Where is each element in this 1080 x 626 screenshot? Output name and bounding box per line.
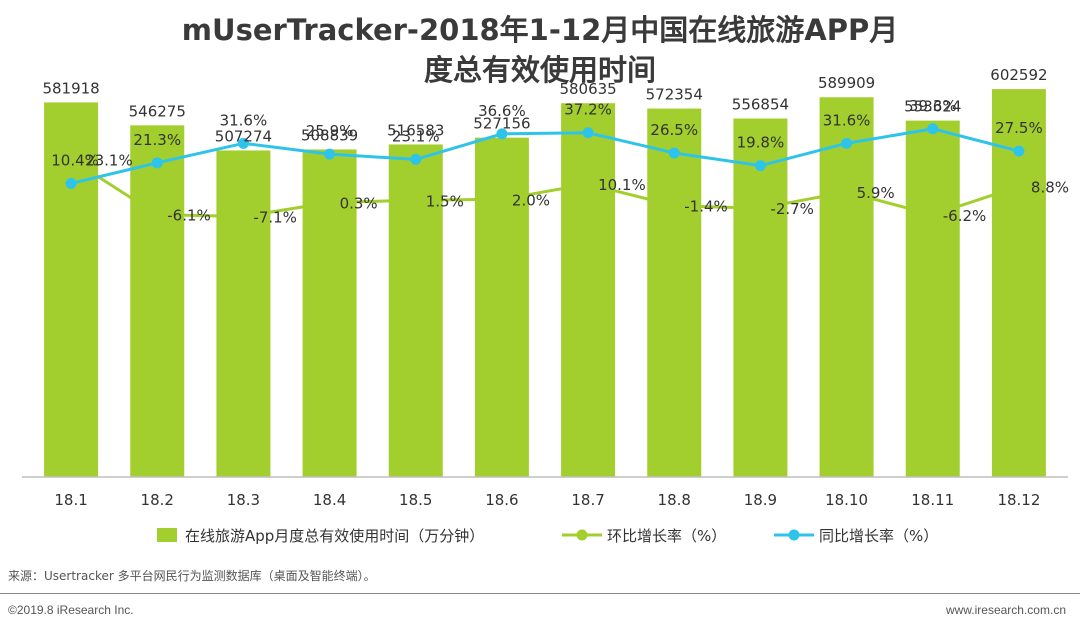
bar-value-label: 508839 xyxy=(301,126,358,144)
mom-value-label: -6.2% xyxy=(943,207,987,225)
bar-value-label: 581918 xyxy=(42,79,99,97)
mom-value-label: 8.8% xyxy=(1031,178,1069,196)
yoy-growth-point xyxy=(582,127,594,139)
x-tick-label: 18.4 xyxy=(313,491,346,509)
yoy-growth-point xyxy=(754,160,766,172)
yoy-growth-point xyxy=(496,128,508,140)
bar-value-label: 589909 xyxy=(818,74,875,92)
mom-growth-point xyxy=(410,194,422,206)
website-link[interactable]: www.iresearch.com.cn xyxy=(945,603,1066,617)
yoy-value-label: 27.5% xyxy=(995,119,1043,137)
yoy-growth-point xyxy=(324,148,336,160)
bar-18.9 xyxy=(733,118,788,477)
x-tick-label: 18.11 xyxy=(911,491,954,509)
mom-value-label: -7.1% xyxy=(253,209,297,227)
bar-value-label: 516583 xyxy=(387,121,444,139)
mom-growth-point xyxy=(927,209,939,221)
bar-value-label: 580635 xyxy=(559,80,616,98)
combo-chart: 18.1 18.2 18.3 18.4 18.5 18.6 18.7 18.8 18.9 18.1… xyxy=(22,66,1069,545)
legend-bar-swatch xyxy=(157,528,177,542)
mom-value-label: 23.1% xyxy=(85,151,133,169)
x-tick-label: 18.9 xyxy=(744,491,777,509)
yoy-value-label: 37.2% xyxy=(564,101,612,119)
legend-bar-label: 在线旅游App月度总有效使用时间（万分钟） xyxy=(185,527,484,545)
yoy-growth-point xyxy=(151,157,163,169)
bar-value-label: 572354 xyxy=(646,86,703,104)
mom-growth-point xyxy=(496,193,508,205)
x-tick-label: 18.1 xyxy=(54,491,87,509)
bar-value-label: 556854 xyxy=(732,96,789,114)
mom-growth-line xyxy=(70,158,1020,219)
bar-18.2 xyxy=(130,125,185,477)
yoy-growth-line xyxy=(70,127,1020,185)
bar-18.3 xyxy=(216,150,271,477)
mom-growth-point xyxy=(237,211,249,223)
bar-18.8 xyxy=(647,108,702,477)
bar-value-label: 507274 xyxy=(215,127,272,145)
mom-growth-point xyxy=(582,178,594,190)
yoy-growth-point xyxy=(1013,145,1025,157)
bar-value-label: 527156 xyxy=(473,115,530,133)
mom-growth-point xyxy=(1013,180,1025,192)
bar-18.6 xyxy=(474,137,529,478)
x-tick-label: 18.6 xyxy=(485,491,518,509)
bar-value-label: 602592 xyxy=(990,66,1047,84)
yoy-value-label: 39.3% xyxy=(909,97,957,115)
bar-18.10 xyxy=(819,97,874,477)
yoy-value-label: 23.1% xyxy=(392,127,440,145)
x-tick-label: 18.12 xyxy=(997,491,1040,509)
mom-value-label: 10.1% xyxy=(598,176,646,194)
mom-value-label: -2.7% xyxy=(770,200,814,218)
yoy-value-label: 19.8% xyxy=(737,134,785,152)
mom-value-label: 1.5% xyxy=(426,192,464,210)
bar-value-label: 546275 xyxy=(129,102,186,120)
x-tick-label: 18.8 xyxy=(658,491,691,509)
x-tick-label: 18.10 xyxy=(825,491,868,509)
yoy-value-label: 10.4% xyxy=(51,151,99,169)
yoy-growth-point xyxy=(927,123,939,135)
yoy-value-label: 36.6% xyxy=(478,102,526,120)
yoy-value-label: 21.3% xyxy=(133,131,181,149)
copyright-text: ©2019.8 iResearch Inc. xyxy=(8,603,134,617)
mom-growth-point xyxy=(841,186,853,198)
yoy-value-label: 31.6% xyxy=(220,111,268,129)
mom-value-label: -1.4% xyxy=(684,198,728,216)
legend-mom-marker xyxy=(576,529,588,541)
mom-value-label: 5.9% xyxy=(857,184,895,202)
yoy-growth-point xyxy=(410,153,422,165)
yoy-growth-point xyxy=(237,137,249,149)
legend-yoy-label: 同比增长率（%） xyxy=(819,527,938,545)
x-tick-label: 18.2 xyxy=(141,491,174,509)
mom-value-label: 0.3% xyxy=(340,195,378,213)
footer-divider xyxy=(0,593,1080,594)
yoy-growth-point xyxy=(668,147,680,159)
yoy-growth-point xyxy=(65,177,77,189)
legend-yoy-marker xyxy=(788,529,800,541)
bar-18.7 xyxy=(561,103,616,477)
mom-growth-point xyxy=(324,197,336,209)
data-source-note: 来源：Usertracker 多平台网民行为监测数据库（桌面及智能终端）。 xyxy=(8,569,376,583)
bar-18.11 xyxy=(905,120,960,477)
chart-title-line-1: mUserTracker-2018年1-12月中国在线旅游APP月 xyxy=(181,13,899,47)
mom-value-label: 2.0% xyxy=(512,191,550,209)
yoy-value-label: 26.5% xyxy=(650,121,698,139)
chart-title-line-2: 度总有效使用时间 xyxy=(423,53,656,87)
yoy-value-label: 31.6% xyxy=(823,111,871,129)
bar-value-label: 553624 xyxy=(904,98,961,116)
x-tick-label: 18.3 xyxy=(227,491,260,509)
mom-value-label: -6.1% xyxy=(167,207,211,225)
mom-growth-point xyxy=(151,209,163,221)
mom-growth-point xyxy=(754,202,766,214)
mom-growth-point xyxy=(65,153,77,165)
yoy-growth-point xyxy=(841,137,853,149)
x-tick-label: 18.5 xyxy=(399,491,432,509)
yoy-value-label: 25.9% xyxy=(306,122,354,140)
x-tick-label: 18.7 xyxy=(571,491,604,509)
chart-title: mUserTracker-2018年1-12月中国在线旅游APP月 度总有效使用… xyxy=(0,10,1080,90)
legend-mom-label: 环比增长率（%） xyxy=(607,527,726,545)
mom-growth-point xyxy=(668,200,680,212)
